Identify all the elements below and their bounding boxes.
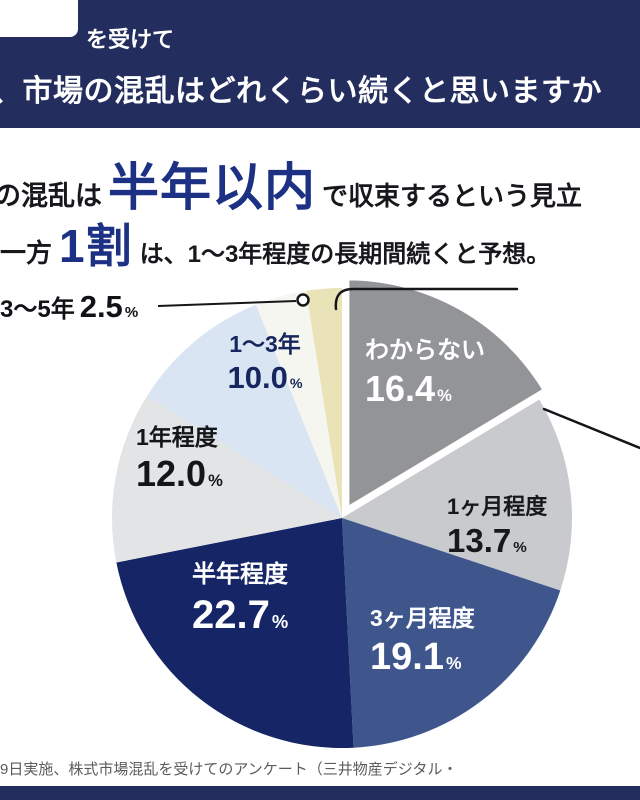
survey-footnote: 9日実施、株式市場混乱を受けてのアンケート（三井物産デジタル・ bbox=[0, 761, 458, 778]
pie-label-value: 19.1% bbox=[370, 636, 475, 679]
pie-label-value-number: 2.5 bbox=[79, 289, 123, 324]
headline2-emphasis: 1割 bbox=[59, 220, 133, 272]
percent-sign: % bbox=[124, 304, 139, 321]
pie-label-value: 12.0% bbox=[136, 452, 223, 494]
pie-label-value-number: 19.1 bbox=[370, 635, 444, 678]
pie-label-value-number: 13.7 bbox=[447, 521, 512, 559]
pie-label-name: 3ヶ月程度 bbox=[370, 605, 475, 631]
pie-label-3month: 3ヶ月程度 19.1% bbox=[370, 605, 475, 679]
pie-label-value-number: 22.7 bbox=[192, 592, 270, 637]
pie-label-halfyear: 半年程度 22.7% bbox=[192, 561, 288, 638]
headline-line2: 一方 1割 は、1〜3年程度の長期間続くと予想。 bbox=[0, 210, 550, 276]
pie-label-name: 3〜5年 bbox=[0, 296, 75, 323]
percent-sign: % bbox=[271, 610, 289, 632]
headline1-post: で収束するという見立 bbox=[322, 181, 583, 211]
pie-label-value: 2.5% bbox=[79, 289, 139, 325]
pie-label-name: 1ヶ月程度 bbox=[447, 494, 548, 519]
percent-sign: % bbox=[289, 375, 303, 392]
highlight-bracket-top bbox=[334, 287, 519, 311]
header-title: 、市場の混乱はどれくらい続くと思いますか bbox=[0, 75, 602, 108]
headline1-emphasis: 半年以内 bbox=[108, 159, 317, 216]
percent-sign: % bbox=[208, 470, 223, 490]
highlight-bracket-right bbox=[542, 407, 640, 450]
pie-label-name: 1年程度 bbox=[136, 424, 218, 450]
pie-label-1-3year: 1〜3年 10.0% bbox=[204, 331, 326, 396]
headline2-post: は、1〜3年程度の長期間続くと予想。 bbox=[139, 241, 551, 268]
pie-label-1month: 1ヶ月程度 13.7% bbox=[447, 494, 548, 560]
pie-label-name: 半年程度 bbox=[192, 561, 288, 588]
percent-sign: % bbox=[445, 652, 462, 673]
pie-segment-3〜5年 bbox=[306, 288, 342, 518]
callout-line-3-5year bbox=[157, 300, 297, 307]
pie-label-value-number: 10.0 bbox=[227, 359, 288, 395]
pie-label-value: 10.0% bbox=[204, 359, 326, 396]
headline1-pre: の混乱は bbox=[0, 181, 102, 211]
pie-label-name: 1〜3年 bbox=[229, 331, 301, 357]
pie-label-wakaranai: わからない 16.4% bbox=[365, 337, 485, 409]
percent-sign: % bbox=[437, 385, 452, 405]
pie-label-value: 22.7% bbox=[192, 593, 288, 638]
pie-label-1year: 1年程度 12.0% bbox=[136, 424, 223, 494]
logo-fragment bbox=[0, 0, 78, 37]
percent-sign: % bbox=[513, 538, 527, 556]
pie-segment-other bbox=[255, 290, 342, 518]
pie-label-value-number: 12.0 bbox=[136, 452, 207, 494]
callout-dot-3-5year bbox=[296, 293, 310, 307]
pie-label-value: 16.4% bbox=[365, 367, 485, 409]
pie-label-value-number: 16.4 bbox=[365, 367, 436, 409]
bottom-bar bbox=[0, 786, 640, 800]
pie-label-3-5year: 3〜5年 2.5% bbox=[0, 289, 139, 325]
pie-label-name: わからない bbox=[365, 337, 485, 364]
headline-line1: の混乱は 半年以内 で収束するという見立 bbox=[0, 146, 582, 220]
pie-label-value: 13.7% bbox=[447, 521, 547, 560]
header-band: を受けて 、市場の混乱はどれくらい続くと思いますか bbox=[0, 0, 640, 128]
headline2-pre: 一方 bbox=[0, 238, 53, 268]
header-kicker: を受けて bbox=[86, 27, 175, 52]
